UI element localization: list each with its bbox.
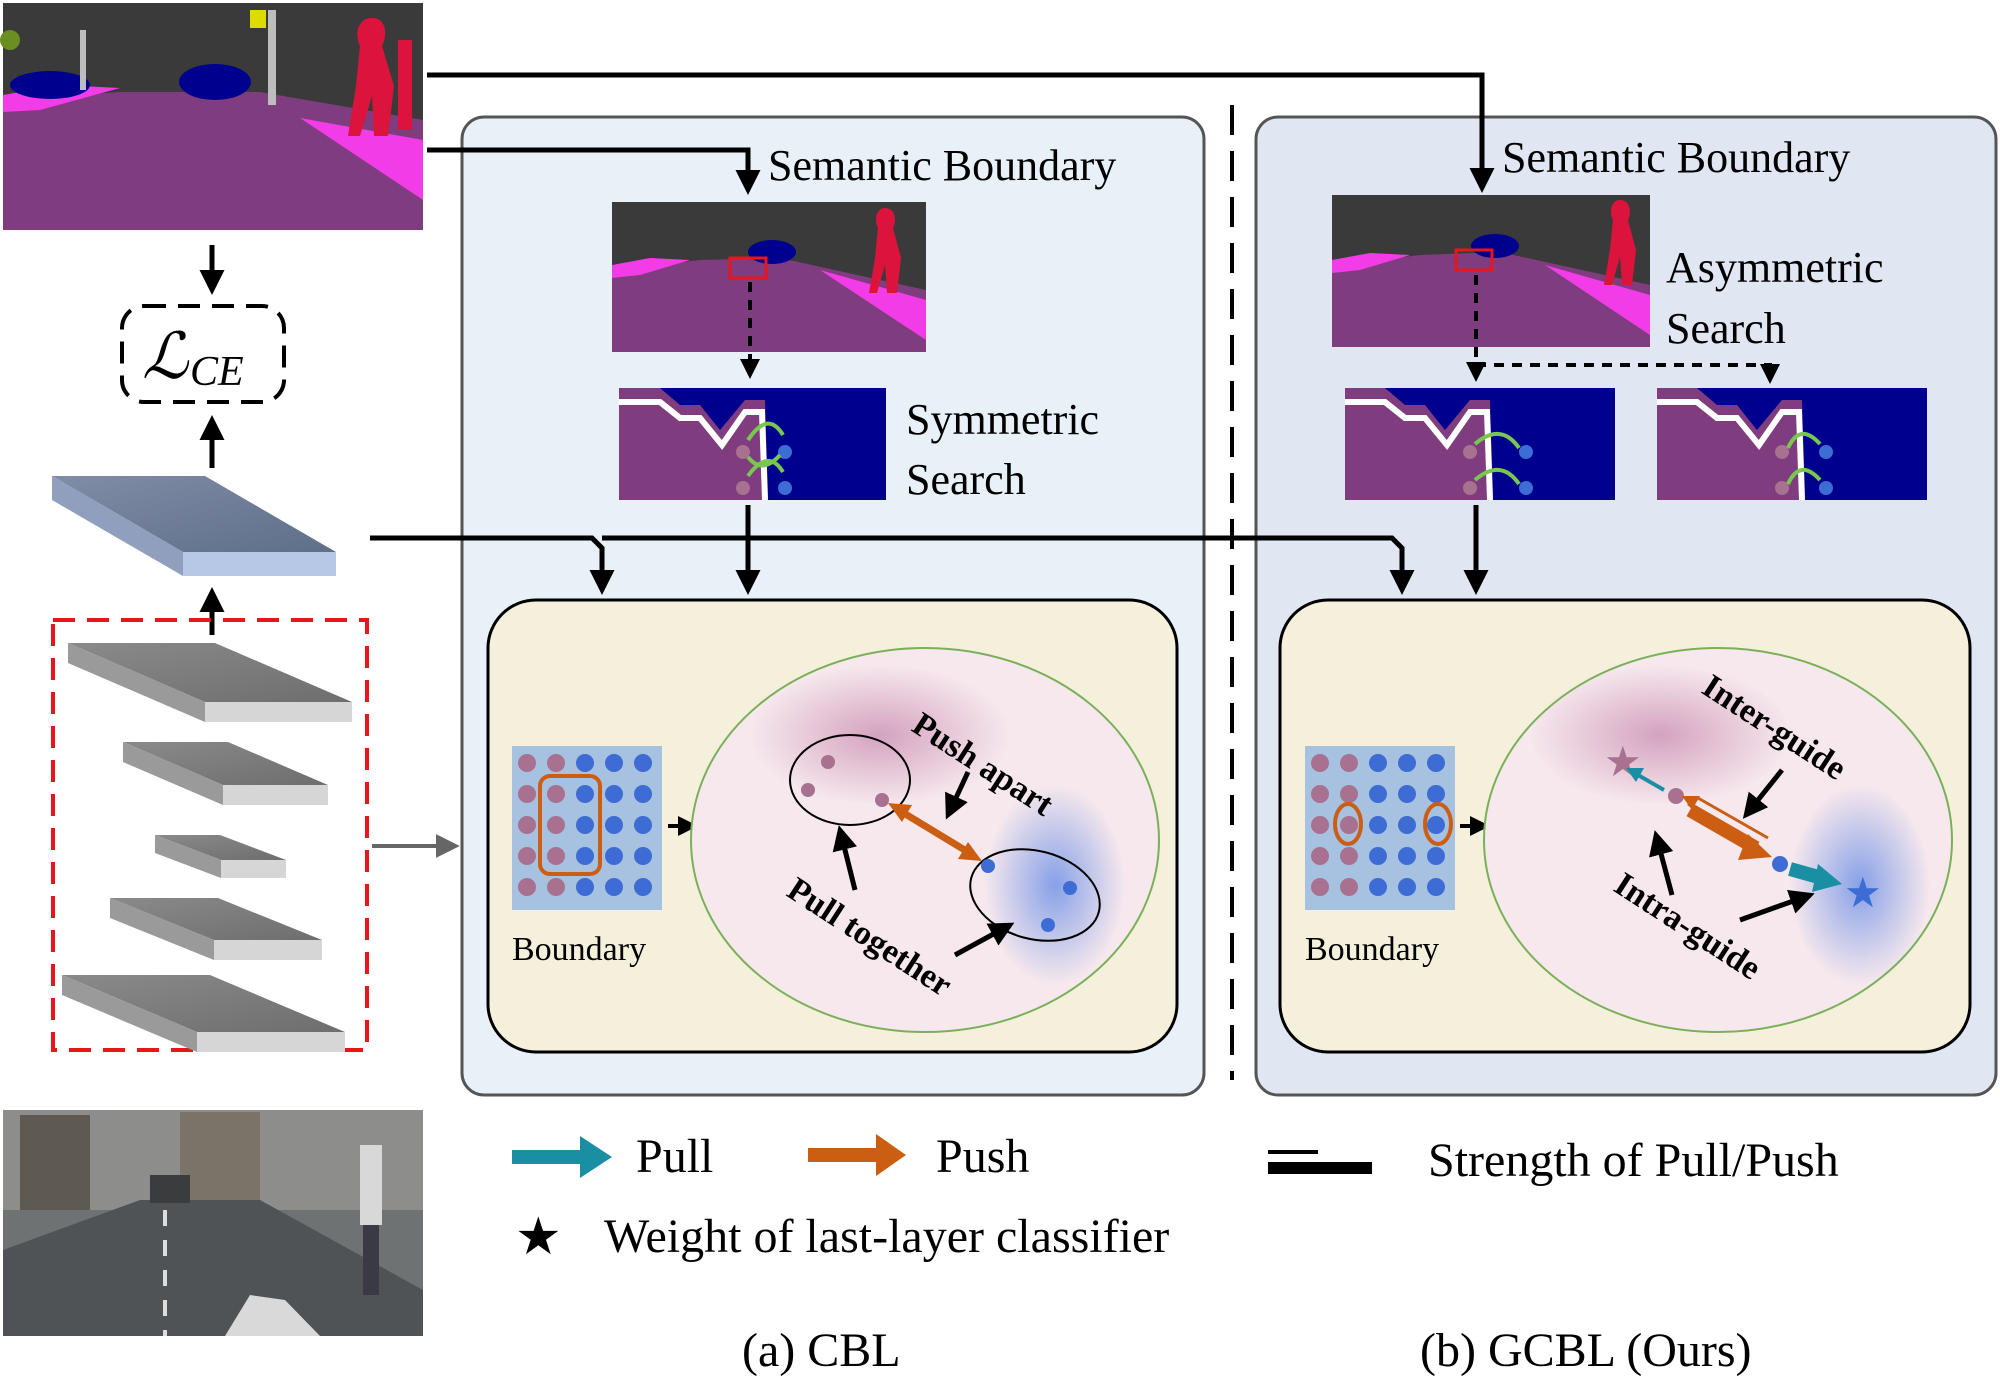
grid-dot	[1427, 878, 1445, 896]
legend-push-label: Push	[936, 1130, 1029, 1183]
grid-dot	[1311, 816, 1329, 834]
panel-b-zoomed-patch-left	[1345, 388, 1615, 501]
panel-b-semantic-boundary-title: Semantic Boundary	[1502, 133, 1850, 182]
loss-subscript: CE	[190, 349, 244, 395]
panel-a-boundary-label: Boundary	[512, 931, 646, 968]
grid-dot	[1340, 878, 1358, 896]
grid-dot	[547, 754, 565, 772]
grid-dot	[1369, 754, 1387, 772]
grid-dot	[518, 754, 536, 772]
grid-dot	[576, 754, 594, 772]
grid-dot	[1340, 816, 1358, 834]
grid-dot	[605, 754, 623, 772]
grid-dot	[576, 847, 594, 865]
loss-symbol: ℒ	[142, 321, 190, 392]
grid-dot	[1340, 785, 1358, 803]
panel-a-search-label-line2: Search	[906, 455, 1026, 504]
grid-dot	[1311, 878, 1329, 896]
panel-a-push-arrow	[888, 803, 982, 861]
grid-dot	[1398, 878, 1416, 896]
grid-dot	[1340, 754, 1358, 772]
grid-dot	[634, 785, 652, 803]
panel-b-search-label-line2: Search	[1666, 304, 1786, 353]
loss-box	[120, 304, 286, 404]
grid-dot	[547, 847, 565, 865]
panel-b-boundary-label: Boundary	[1305, 931, 1439, 968]
grid-dot	[1427, 785, 1445, 803]
panel-a-zoomed-patch	[619, 388, 886, 501]
grid-dot	[547, 816, 565, 834]
grid-dot	[1369, 878, 1387, 896]
panel-b-boundary-grid	[1305, 746, 1455, 910]
grid-dot	[576, 816, 594, 834]
grid-dot	[634, 754, 652, 772]
grid-dot	[518, 878, 536, 896]
output-feature-slab	[52, 476, 336, 576]
grid-dot	[634, 878, 652, 896]
grid-dot	[634, 816, 652, 834]
grid-dot	[1427, 816, 1445, 834]
grid-dot	[1398, 847, 1416, 865]
grid-dot	[605, 785, 623, 803]
grid-dot	[1369, 785, 1387, 803]
grid-dot	[1311, 754, 1329, 772]
grid-dot	[518, 847, 536, 865]
legend: Pull Push Strength of Pull/Push ★ Weight…	[512, 1130, 1839, 1267]
panel-a-purple-cluster	[789, 734, 911, 826]
strength-line-icon	[1268, 1150, 1372, 1174]
panel-b-boundary-map	[1332, 195, 1650, 347]
panel-b-pull-arrows	[1626, 768, 1842, 892]
star-icon: ★	[515, 1207, 562, 1267]
grid-dot	[576, 785, 594, 803]
grid-dot	[1369, 847, 1387, 865]
legend-pull-label: Pull	[636, 1130, 713, 1183]
grid-dot	[1311, 785, 1329, 803]
panel-a-blue-cluster	[969, 848, 1101, 942]
grid-dot	[1398, 816, 1416, 834]
pull-arrow-icon	[512, 1136, 612, 1178]
segmentation-map-image	[0, 3, 423, 230]
grid-dot	[1427, 754, 1445, 772]
legend-strength-label: Strength of Pull/Push	[1428, 1134, 1839, 1187]
panel-b-zoomed-patch-right	[1657, 388, 1927, 501]
input-street-image	[3, 1110, 423, 1336]
panel-a-boundary-map	[612, 202, 926, 352]
blue-star-icon: ★	[1844, 868, 1882, 917]
grid-dot	[547, 878, 565, 896]
grid-dot	[518, 816, 536, 834]
panel-a-boundary-grid	[512, 746, 662, 910]
grid-dot	[605, 816, 623, 834]
panel-b-push-arrows	[1682, 796, 1772, 860]
grid-dot	[518, 785, 536, 803]
grid-dot	[1398, 785, 1416, 803]
grid-dot	[1311, 847, 1329, 865]
grid-dot	[1398, 754, 1416, 772]
grid-dot	[1340, 847, 1358, 865]
panel-a-search-label-line1: Symmetric	[906, 395, 1099, 444]
panel-b-search-label-line1: Asymmetric	[1666, 243, 1884, 292]
legend-weight-label: Weight of last-layer classifier	[604, 1210, 1169, 1263]
grid-dot	[576, 878, 594, 896]
grid-dot	[1427, 847, 1445, 865]
grid-dot	[634, 847, 652, 865]
caption-a: (a) CBL	[742, 1324, 901, 1377]
grid-dot	[605, 878, 623, 896]
grid-dot	[1369, 816, 1387, 834]
push-arrow-icon	[808, 1134, 906, 1176]
panel-a-semantic-boundary-title: Semantic Boundary	[768, 141, 1116, 190]
grid-dot	[547, 785, 565, 803]
caption-b: (b) GCBL (Ours)	[1420, 1324, 1752, 1377]
backbone-slabs	[62, 643, 352, 1052]
grid-dot	[605, 847, 623, 865]
